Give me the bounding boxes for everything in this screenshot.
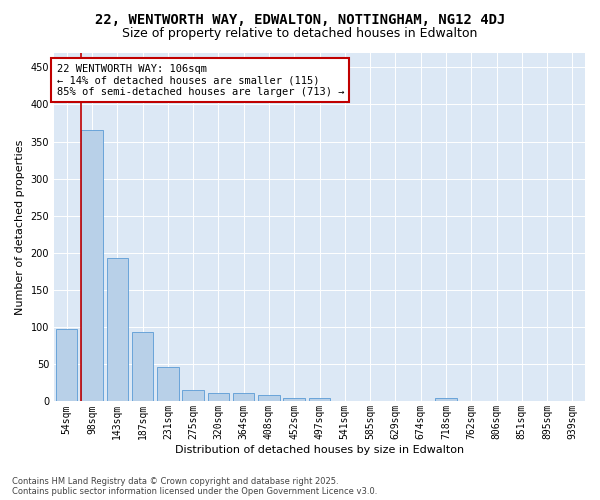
X-axis label: Distribution of detached houses by size in Edwalton: Distribution of detached houses by size … — [175, 445, 464, 455]
Bar — [132, 332, 153, 402]
Bar — [182, 390, 204, 402]
Bar — [309, 398, 330, 402]
Text: Contains HM Land Registry data © Crown copyright and database right 2025.
Contai: Contains HM Land Registry data © Crown c… — [12, 476, 377, 496]
Bar — [435, 398, 457, 402]
Bar — [258, 396, 280, 402]
Text: 22, WENTWORTH WAY, EDWALTON, NOTTINGHAM, NG12 4DJ: 22, WENTWORTH WAY, EDWALTON, NOTTINGHAM,… — [95, 12, 505, 26]
Bar — [157, 368, 179, 402]
Bar — [81, 130, 103, 402]
Text: 22 WENTWORTH WAY: 106sqm
← 14% of detached houses are smaller (115)
85% of semi-: 22 WENTWORTH WAY: 106sqm ← 14% of detach… — [56, 64, 344, 97]
Bar — [233, 394, 254, 402]
Bar — [283, 398, 305, 402]
Y-axis label: Number of detached properties: Number of detached properties — [15, 140, 25, 314]
Bar — [107, 258, 128, 402]
Bar — [56, 328, 77, 402]
Bar — [208, 394, 229, 402]
Text: Size of property relative to detached houses in Edwalton: Size of property relative to detached ho… — [122, 28, 478, 40]
